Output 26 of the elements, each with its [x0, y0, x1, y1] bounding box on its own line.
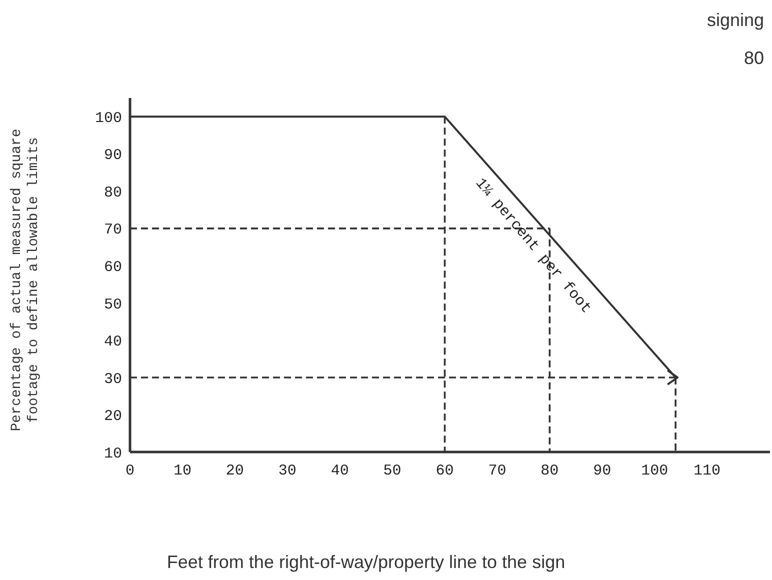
- x-tick-label: 100: [641, 462, 668, 480]
- x-tick-label: 70: [488, 462, 506, 480]
- x-tick-label: 20: [226, 462, 244, 480]
- x-tick-label: 90: [593, 462, 612, 480]
- y-tick-label: 50: [104, 296, 122, 314]
- y-tick-label: 100: [94, 110, 122, 127]
- y-axis-title: Percentage of actual measured square footage to define allowable limits: [9, 128, 43, 432]
- x-tick-label: 60: [436, 462, 454, 480]
- x-tick-label: 30: [278, 462, 296, 480]
- y-tick-label: 10: [104, 445, 122, 462]
- x-tick-label: 0: [125, 462, 135, 480]
- x-tick-label: 50: [383, 462, 402, 480]
- text: signing: [706, 10, 764, 31]
- y-tick-label: 40: [104, 334, 122, 351]
- y-tick-label: 20: [104, 408, 122, 426]
- y-tick-label: 30: [104, 370, 122, 388]
- x-tick-label: 110: [694, 462, 721, 480]
- y-tick-label: 90: [104, 147, 122, 164]
- x-tick-label: 10: [173, 462, 192, 480]
- y-tick-label: 80: [104, 184, 122, 202]
- x-tick-label: 40: [330, 462, 349, 480]
- y-tick-label: 70: [104, 222, 122, 239]
- x-axis-title: Feet from the right-of-way/property line to the sign: [166, 552, 566, 573]
- x-tick-label: 80: [540, 462, 559, 480]
- y-tick-label: 60: [104, 259, 122, 276]
- text: 80: [744, 48, 764, 69]
